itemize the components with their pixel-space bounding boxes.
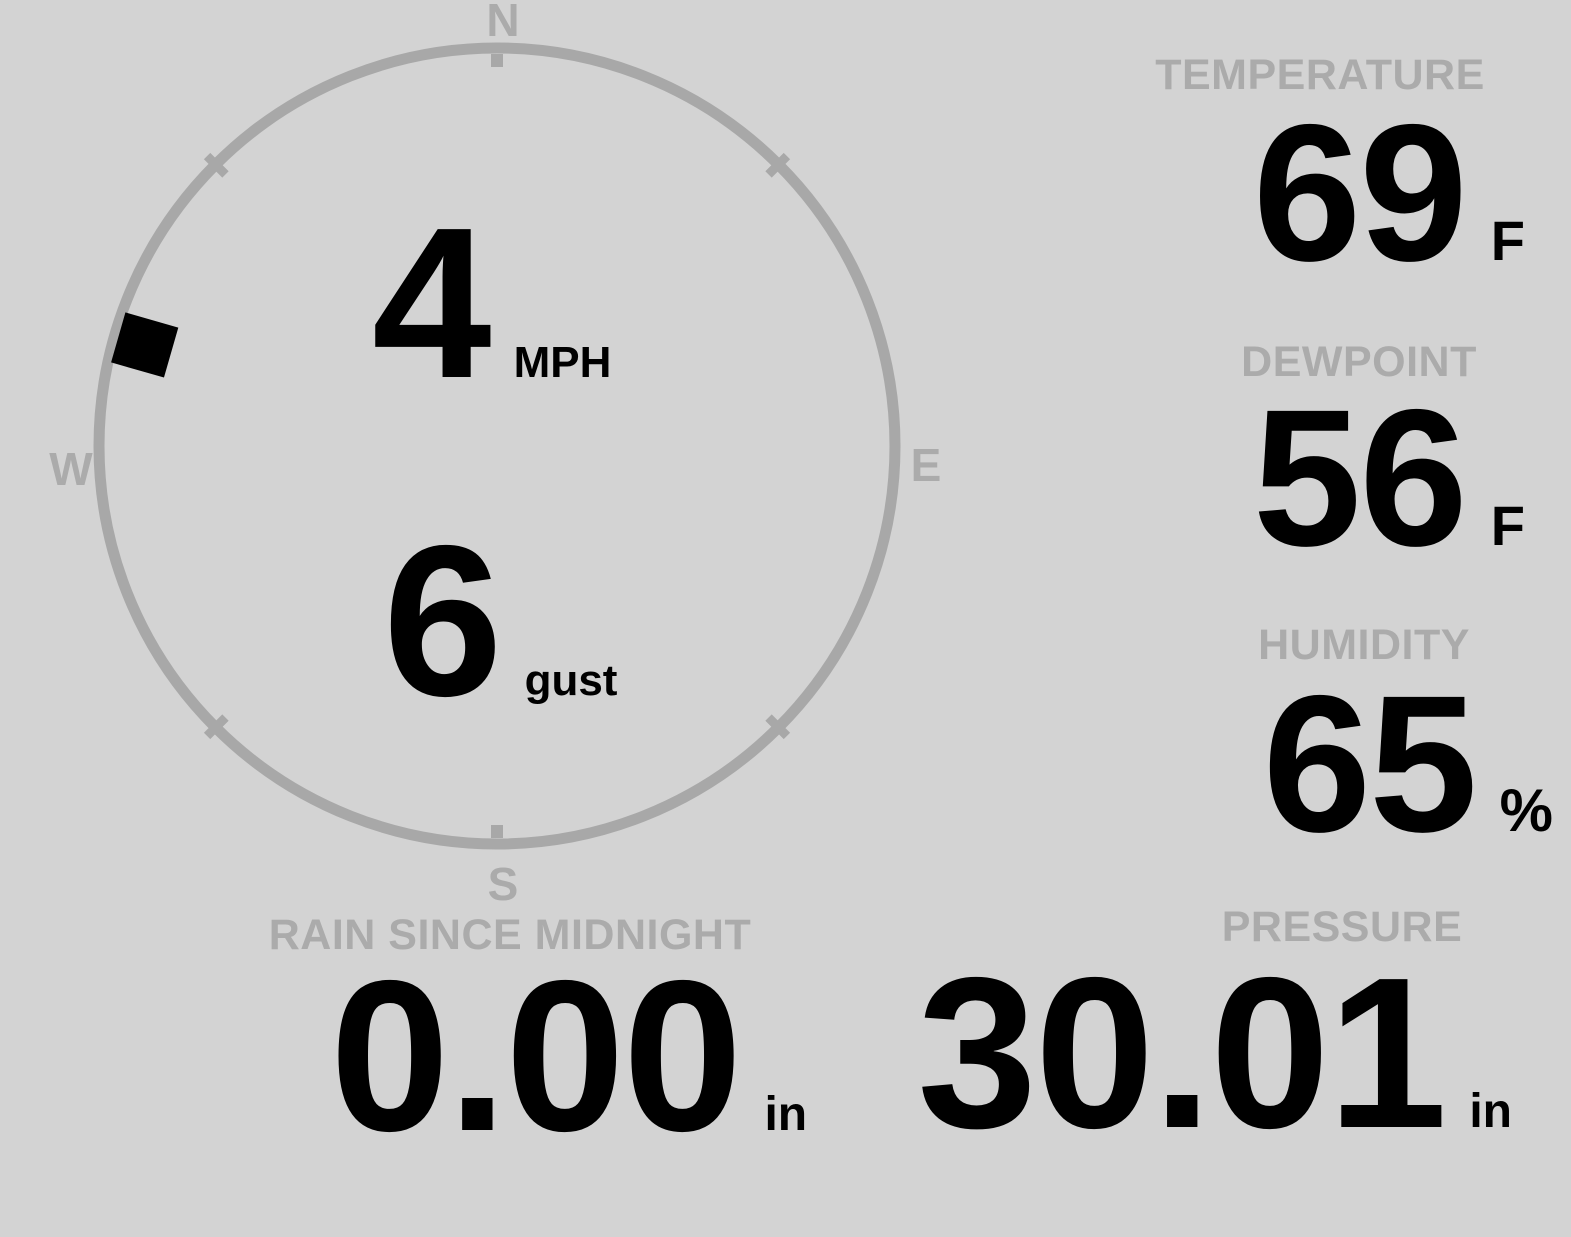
wind-gust-row: 6 gust (383, 513, 617, 728)
wind-gust-value: 6 (383, 500, 503, 741)
compass-west-label: W (49, 443, 93, 495)
compass-tick-s (491, 825, 503, 838)
wind-direction-marker (111, 312, 179, 378)
dewpoint-value: 56 (1252, 369, 1468, 587)
temperature-unit: F (1490, 209, 1525, 272)
compass-ring (93, 42, 901, 850)
compass-tick-ne (765, 152, 791, 178)
wind-speed-value: 4 (372, 182, 492, 423)
pressure-value: 30.01 (917, 932, 1447, 1173)
rain-label: RAIN SINCE MIDNIGHT (268, 911, 752, 959)
pressure-row: 30.01 in (917, 945, 1512, 1160)
rain-row: 0.00 in (330, 948, 807, 1163)
pressure-unit: in (1469, 1085, 1512, 1138)
compass-north-label: N (486, 0, 520, 46)
compass-ticks (203, 54, 791, 838)
humidity-label: HUMIDITY (1258, 621, 1470, 669)
compass-south-label: S (487, 858, 519, 910)
wind-gust-unit: gust (524, 656, 618, 705)
dewpoint-unit: F (1490, 494, 1525, 557)
wind-direction-marker-shape (111, 312, 179, 378)
compass-tick-se (765, 714, 791, 740)
dewpoint-row: 56 F (1253, 381, 1525, 576)
wind-speed-unit: MPH (513, 338, 612, 387)
wind-speed-row: 4 MPH (372, 195, 611, 410)
compass-tick-nw (203, 152, 229, 178)
humidity-row: 65% (1263, 667, 1553, 862)
humidity-value: 65 (1262, 655, 1478, 873)
rain-value: 0.00 (330, 935, 742, 1176)
temperature-row: 69 F (1253, 96, 1525, 291)
temperature-label: TEMPERATURE (1155, 51, 1485, 99)
temperature-value: 69 (1252, 84, 1468, 302)
compass-east-label: E (910, 439, 942, 491)
compass-tick-n (491, 54, 503, 67)
compass-tick-sw (203, 714, 229, 740)
dewpoint-label: DEWPOINT (1241, 338, 1477, 386)
humidity-unit: % (1499, 777, 1553, 844)
pressure-label: PRESSURE (1221, 903, 1463, 951)
rain-unit: in (764, 1088, 808, 1141)
